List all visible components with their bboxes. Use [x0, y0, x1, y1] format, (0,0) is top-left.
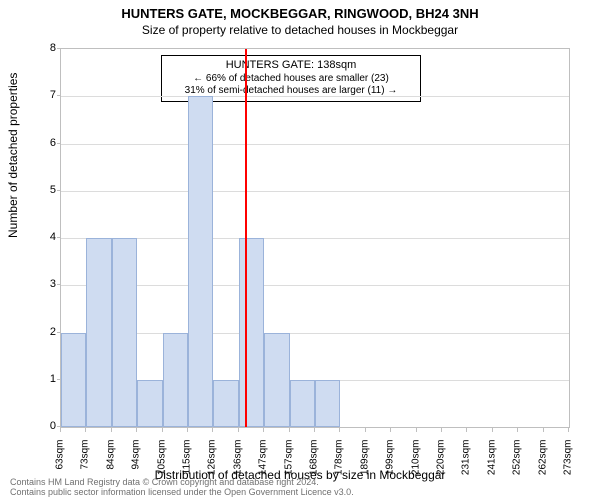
info-box-line1: ← 66% of detached houses are smaller (23…: [168, 73, 414, 86]
y-tick-label: 6: [36, 137, 56, 149]
x-tick-mark: [416, 428, 417, 432]
grid-line: [61, 333, 569, 334]
x-tick-label: 73sqm: [80, 440, 91, 490]
grid-line: [61, 285, 569, 286]
x-tick-label: 252sqm: [512, 440, 523, 490]
x-tick-label: 84sqm: [105, 440, 116, 490]
y-tick-label: 8: [36, 42, 56, 54]
y-axis-label: Number of detached properties: [6, 73, 20, 238]
x-tick-label: 136sqm: [232, 440, 243, 490]
y-tick-mark: [57, 332, 61, 333]
grid-line: [61, 191, 569, 192]
info-box: HUNTERS GATE: 138sqm ← 66% of detached h…: [161, 55, 421, 102]
x-tick-label: 147sqm: [258, 440, 269, 490]
y-tick-label: 7: [36, 89, 56, 101]
x-tick-label: 63sqm: [55, 440, 66, 490]
y-tick-label: 2: [36, 326, 56, 338]
x-tick-label: 262sqm: [537, 440, 548, 490]
x-tick-label: 210sqm: [410, 440, 421, 490]
y-tick-mark: [57, 143, 61, 144]
bar: [290, 380, 315, 427]
y-tick-label: 0: [36, 420, 56, 432]
x-tick-mark: [441, 428, 442, 432]
plot-area: HUNTERS GATE: 138sqm ← 66% of detached h…: [60, 48, 570, 428]
x-tick-mark: [339, 428, 340, 432]
x-tick-mark: [136, 428, 137, 432]
y-tick-mark: [57, 379, 61, 380]
x-tick-mark: [85, 428, 86, 432]
bar: [112, 238, 137, 427]
x-tick-mark: [60, 428, 61, 432]
y-tick-mark: [57, 95, 61, 96]
chart-title-address: HUNTERS GATE, MOCKBEGGAR, RINGWOOD, BH24…: [0, 0, 600, 21]
x-tick-mark: [543, 428, 544, 432]
bar: [213, 380, 238, 427]
x-tick-mark: [263, 428, 264, 432]
y-tick-label: 1: [36, 373, 56, 385]
x-tick-mark: [212, 428, 213, 432]
y-tick-mark: [57, 237, 61, 238]
info-box-title: HUNTERS GATE: 138sqm: [168, 59, 414, 73]
y-tick-label: 3: [36, 278, 56, 290]
x-tick-mark: [568, 428, 569, 432]
grid-line: [61, 238, 569, 239]
x-tick-label: 94sqm: [131, 440, 142, 490]
bar: [86, 238, 111, 427]
x-tick-label: 220sqm: [436, 440, 447, 490]
x-tick-label: 178sqm: [334, 440, 345, 490]
x-tick-label: 199sqm: [385, 440, 396, 490]
bar: [61, 333, 86, 428]
grid-line: [61, 144, 569, 145]
bar: [163, 333, 188, 428]
x-tick-label: 115sqm: [182, 440, 193, 490]
x-tick-mark: [314, 428, 315, 432]
y-tick-mark: [57, 48, 61, 49]
y-tick-mark: [57, 426, 61, 427]
y-tick-mark: [57, 284, 61, 285]
marker-line: [245, 49, 247, 427]
x-tick-label: 126sqm: [207, 440, 218, 490]
grid-line: [61, 96, 569, 97]
chart-title-subtitle: Size of property relative to detached ho…: [0, 21, 600, 37]
x-tick-mark: [517, 428, 518, 432]
x-tick-label: 105sqm: [156, 440, 167, 490]
x-tick-mark: [238, 428, 239, 432]
x-tick-label: 241sqm: [486, 440, 497, 490]
y-tick-label: 5: [36, 184, 56, 196]
y-tick-label: 4: [36, 231, 56, 243]
x-tick-label: 157sqm: [283, 440, 294, 490]
bar: [315, 380, 340, 427]
bar: [264, 333, 289, 428]
credits-line2: Contains public sector information licen…: [10, 488, 354, 498]
x-tick-mark: [365, 428, 366, 432]
x-tick-label: 189sqm: [359, 440, 370, 490]
x-tick-label: 231sqm: [461, 440, 472, 490]
x-tick-mark: [162, 428, 163, 432]
bar: [188, 96, 213, 427]
x-tick-mark: [289, 428, 290, 432]
x-tick-label: 168sqm: [309, 440, 320, 490]
x-tick-label: 273sqm: [563, 440, 574, 490]
y-tick-mark: [57, 190, 61, 191]
x-tick-mark: [466, 428, 467, 432]
x-tick-mark: [111, 428, 112, 432]
x-tick-mark: [390, 428, 391, 432]
bar: [137, 380, 162, 427]
x-tick-mark: [187, 428, 188, 432]
bar: [239, 238, 264, 427]
x-tick-mark: [492, 428, 493, 432]
